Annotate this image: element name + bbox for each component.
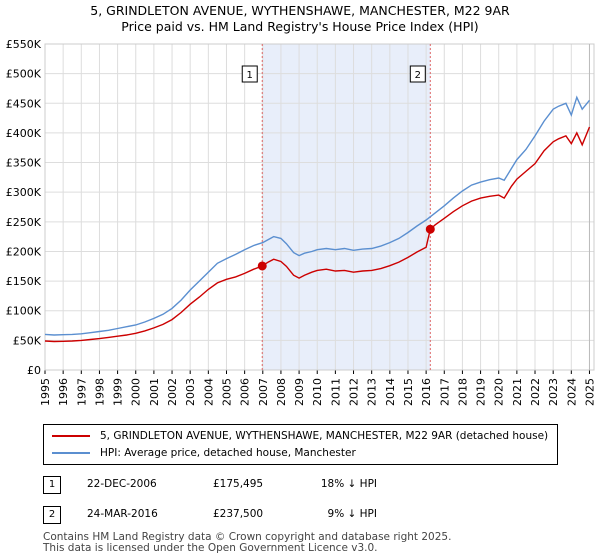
price-paid-line (44, 126, 591, 343)
sale-point (425, 224, 435, 234)
price-chart: £0 £50K £100K £150K £200K £250K £300K £350K £400… (6, 38, 597, 406)
plot-border (44, 43, 595, 371)
transaction-price: £237,500 (213, 508, 264, 520)
transaction-number: 1 (43, 476, 61, 494)
y-tick-label: £0 (27, 364, 41, 377)
transaction-price: £175,495 (213, 478, 264, 490)
transaction-hpi: 9% ↓ HPI (327, 508, 377, 520)
y-tick-label: £150K (6, 275, 42, 288)
legend-swatch-hpi (52, 452, 90, 454)
transaction-date: 22-DEC-2006 (87, 478, 157, 490)
x-tick-label: 2022 (529, 378, 542, 406)
x-tick-label: 2011 (329, 378, 342, 406)
chart-title: 5, GRINDLETON AVENUE, WYTHENSHAWE, MANCH… (90, 3, 510, 18)
x-tick-label: 2001 (148, 378, 161, 406)
x-tick-label: 2023 (547, 378, 560, 406)
x-tick-label: 2018 (456, 378, 469, 406)
x-tick-label: 2021 (511, 378, 524, 406)
y-tick-label: £500K (6, 68, 42, 81)
x-tick-label: 2025 (583, 378, 596, 406)
x-tick-label: 2002 (166, 378, 179, 406)
x-tick-label: 2012 (348, 378, 361, 406)
legend-label-hpi: HPI: Average price, detached house, Manc… (100, 447, 356, 459)
shaded-period (262, 44, 431, 370)
y-tick-label: £550K (6, 38, 42, 51)
sale-point (257, 261, 267, 271)
x-tick-label: 2010 (311, 378, 324, 406)
y-tick-label: £200K (6, 245, 42, 258)
footer-licence: This data is licensed under the Open Gov… (43, 542, 378, 554)
legend-swatch-property (52, 435, 90, 437)
x-tick-label: 2009 (293, 378, 306, 406)
x-tick-label: 1998 (93, 378, 106, 406)
x-tick-label: 2007 (257, 378, 270, 406)
x-tick-label: 2004 (202, 378, 215, 406)
transaction-number: 2 (43, 506, 61, 524)
x-tick-label: 2013 (366, 378, 379, 406)
x-tick-label: 2008 (275, 378, 288, 406)
footer: Contains HM Land Registry data © Crown c… (43, 532, 451, 554)
y-tick-label: £250K (6, 216, 42, 229)
y-tick-label: £450K (6, 97, 42, 110)
legend-label-property: 5, GRINDLETON AVENUE, WYTHENSHAWE, MANCH… (100, 430, 549, 442)
sale-label-box (241, 65, 258, 83)
x-tick-label: 2024 (565, 378, 578, 406)
y-tick-label: £300K (6, 186, 42, 199)
hpi-line (44, 95, 591, 336)
x-tick-label: 2019 (475, 378, 488, 406)
x-tick-label: 2014 (384, 378, 397, 406)
chart-legend: 5, GRINDLETON AVENUE, WYTHENSHAWE, MANCH… (43, 424, 558, 465)
x-tick-label: 2000 (130, 378, 143, 406)
footer-copyright: Contains HM Land Registry data © Crown c… (43, 531, 452, 543)
transaction-date: 24-MAR-2016 (87, 508, 158, 520)
sale-label: 1 (247, 70, 253, 81)
x-tick-label: 2005 (220, 378, 233, 406)
sale-label-box (409, 65, 426, 83)
transaction-hpi: 18% ↓ HPI (320, 478, 377, 490)
sale-label: 2 (415, 70, 421, 81)
x-tick-label: 1999 (112, 378, 125, 406)
x-tick-label: 1996 (57, 378, 70, 406)
x-tick-label: 2020 (493, 378, 506, 406)
x-tick-label: 1995 (39, 378, 52, 406)
x-tick-label: 2016 (420, 378, 433, 406)
x-tick-label: 2006 (239, 378, 252, 406)
y-tick-label: £400K (6, 127, 42, 140)
y-tick-label: £50K (13, 334, 42, 347)
y-tick-label: £100K (6, 305, 42, 318)
x-tick-label: 2015 (402, 378, 415, 406)
x-tick-label: 1997 (75, 378, 88, 406)
x-tick-label: 2017 (438, 378, 451, 406)
x-tick-label: 2003 (184, 378, 197, 406)
chart-subtitle: Price paid vs. HM Land Registry's House … (121, 19, 479, 34)
y-tick-label: £350K (6, 157, 42, 170)
